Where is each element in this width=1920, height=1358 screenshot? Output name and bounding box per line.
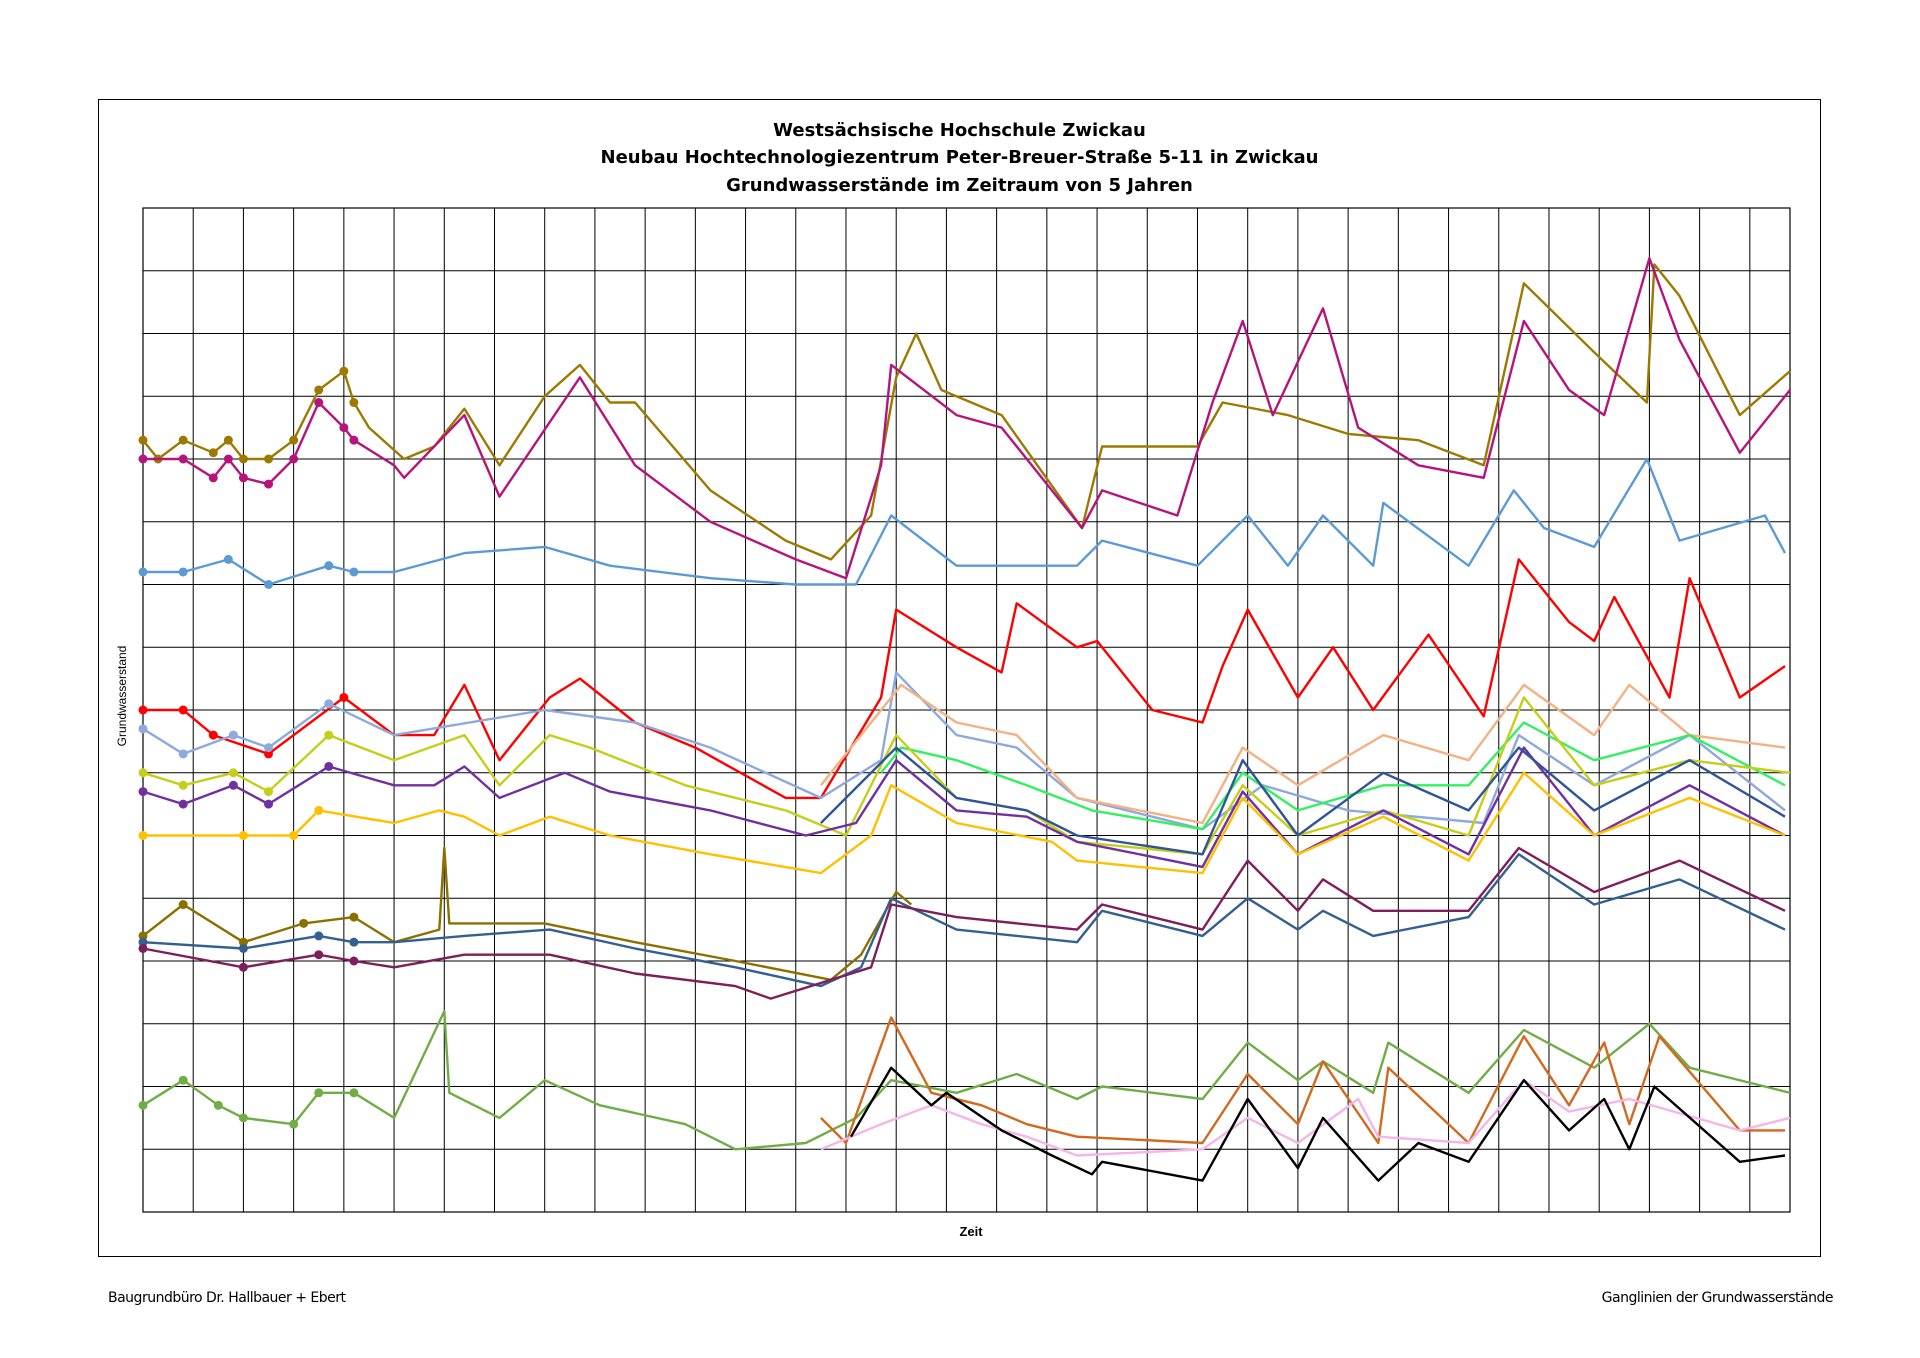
data-point-gold: [289, 831, 299, 840]
data-point-maroon: [314, 950, 324, 960]
data-point-green: [138, 1100, 148, 1110]
data-point-yellow-green: [138, 768, 148, 778]
data-point-olive: [178, 435, 188, 445]
data-point-green: [178, 1075, 188, 1085]
data-point-green: [349, 1088, 359, 1098]
data-point-red: [264, 749, 274, 759]
data-point-light-steel-blue: [138, 724, 148, 734]
data-point-red: [208, 730, 218, 740]
data-point-magenta: [208, 473, 218, 483]
data-point-yellow-green: [178, 780, 188, 790]
series-line-purple: [142, 746, 1786, 869]
data-point-purple: [264, 799, 274, 809]
series-line-salmon: [819, 683, 1786, 825]
series-line-bright-green: [880, 721, 1786, 831]
data-point-light-blue: [264, 580, 274, 589]
data-point-maroon: [138, 943, 148, 953]
data-point-magenta: [349, 435, 359, 445]
data-point-green: [213, 1100, 223, 1110]
data-point-teal-blue: [138, 937, 148, 947]
data-point-red: [339, 692, 349, 702]
data-point-light-steel-blue: [324, 699, 334, 709]
data-point-magenta: [238, 473, 248, 483]
data-point-red: [138, 705, 148, 715]
data-point-olive: [238, 454, 248, 464]
data-point-teal-blue: [349, 937, 359, 947]
data-point-light-blue: [178, 567, 188, 577]
x-axis-label: Zeit: [959, 1224, 983, 1239]
series-line-green: [142, 1010, 1791, 1151]
data-point-light-steel-blue: [264, 743, 274, 753]
data-point-olive: [223, 435, 233, 445]
data-point-dark-olive: [299, 918, 309, 928]
series-line-pink: [820, 1078, 1791, 1157]
data-point-purple: [324, 761, 334, 771]
data-point-magenta: [289, 454, 299, 464]
data-point-dark-olive: [238, 937, 248, 947]
data-point-dark-olive: [349, 912, 359, 922]
series-line-magenta: [143, 257, 1791, 580]
series-line-dark-olive: [142, 846, 913, 981]
data-point-light-blue: [223, 554, 233, 564]
data-point-magenta: [138, 454, 148, 464]
data-point-magenta: [178, 454, 188, 464]
data-point-light-blue: [349, 567, 359, 577]
chart-title-line-1: Westsächsische Hochschule Zwickau: [773, 120, 1146, 141]
chart-title-line-2: Neubau Hochtechnologiezentrum Peter-Breu…: [600, 147, 1319, 168]
data-point-purple: [178, 799, 188, 809]
data-point-olive: [349, 398, 359, 408]
data-point-olive: [339, 366, 349, 376]
data-point-light-steel-blue: [228, 730, 238, 740]
data-point-olive: [314, 385, 324, 395]
y-axis-label: Grundwasserstand: [115, 645, 129, 747]
data-point-purple: [228, 780, 238, 790]
data-point-olive: [289, 435, 299, 445]
series-line-light-steel-blue: [142, 671, 1786, 831]
series-line-dark-blue: [820, 746, 1786, 856]
data-point-light-blue: [324, 561, 334, 571]
data-point-teal-blue: [314, 931, 324, 941]
chart-title-line-3: Grundwasserstände im Zeitraum von 5 Jahr…: [726, 175, 1193, 196]
data-point-magenta: [314, 398, 324, 408]
data-point-dark-olive: [138, 931, 148, 941]
data-point-magenta: [223, 454, 233, 464]
data-point-gold: [138, 831, 148, 840]
data-point-olive: [138, 435, 148, 445]
data-point-maroon: [238, 962, 248, 972]
series-line-yellow-green: [142, 696, 1791, 856]
series-line-maroon: [142, 846, 1786, 1000]
series-line-black: [849, 1066, 1786, 1182]
series-line-gold: [143, 771, 1786, 875]
data-point-olive: [264, 454, 274, 464]
data-point-light-blue: [138, 567, 148, 577]
data-point-yellow-green: [264, 787, 274, 797]
data-point-green: [314, 1088, 324, 1098]
data-point-maroon: [349, 956, 359, 966]
data-point-magenta: [339, 423, 349, 433]
data-point-olive: [208, 448, 218, 458]
series-line-orange: [820, 1016, 1785, 1145]
data-point-red: [178, 705, 188, 715]
data-point-gold: [238, 831, 248, 840]
data-point-yellow-green: [228, 768, 238, 778]
data-point-light-steel-blue: [178, 749, 188, 759]
data-point-green: [289, 1119, 299, 1129]
data-point-gold: [314, 805, 324, 815]
footer-left: Baugrundbüro Dr. Hallbauer + Ebert: [108, 1290, 346, 1306]
data-point-purple: [138, 787, 148, 797]
data-point-teal-blue: [238, 943, 248, 953]
footer-right: Ganglinien der Grundwasserstände: [1601, 1290, 1834, 1306]
data-point-yellow-green: [324, 730, 334, 740]
series-line-olive: [142, 263, 1791, 561]
data-point-green: [238, 1113, 248, 1123]
data-point-dark-olive: [178, 900, 188, 910]
series-line-teal-blue: [142, 853, 1786, 988]
series-line-red: [143, 558, 1786, 800]
data-point-magenta: [264, 479, 274, 489]
chart-frame: [98, 99, 1821, 1257]
